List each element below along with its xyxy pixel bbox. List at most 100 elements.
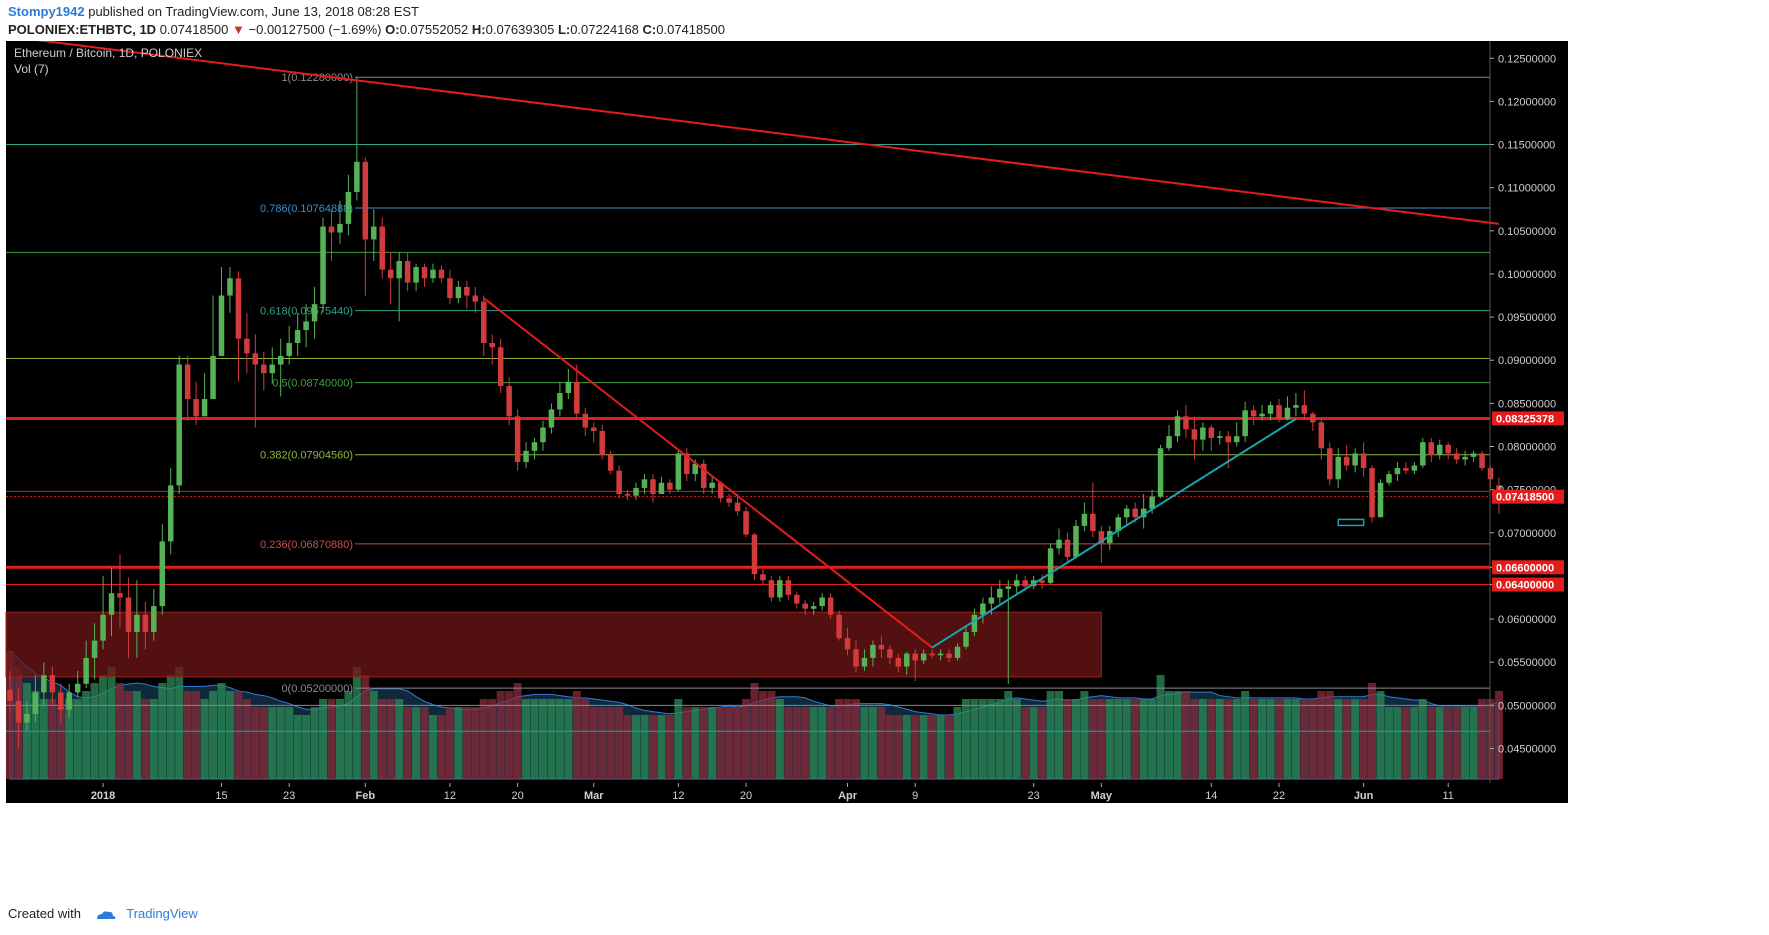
- candle-body: [904, 653, 910, 667]
- volume-bar: [1029, 707, 1038, 779]
- candle-body: [557, 393, 563, 410]
- close-value: 0.07418500: [656, 22, 725, 37]
- candle-body: [108, 593, 115, 615]
- candle-body: [1056, 539, 1062, 549]
- volume-bar: [319, 699, 328, 779]
- candle-body: [954, 646, 961, 658]
- candle-body: [878, 644, 885, 650]
- candle-body: [91, 640, 98, 658]
- volume-bar: [99, 675, 108, 779]
- volume-bar: [742, 699, 751, 779]
- candle-body: [489, 342, 495, 348]
- candle-body: [252, 353, 259, 365]
- price-chart[interactable]: 1(0.12280000)0.786(0.10764888)0.618(0.09…: [0, 41, 1769, 903]
- volume-bar: [276, 707, 285, 779]
- volume-bar: [48, 699, 57, 779]
- candle-body: [1327, 448, 1333, 480]
- close-label: C:: [642, 22, 657, 37]
- candle-body: [1098, 531, 1105, 544]
- price-tick-label: 0.08000000: [1498, 442, 1556, 454]
- volume-bar: [225, 691, 234, 779]
- volume-bar: [564, 699, 573, 779]
- candle-body: [997, 588, 1003, 598]
- time-tick-label: 20: [740, 790, 752, 802]
- volume-bar: [775, 699, 784, 779]
- price-label-text: 0.07418500: [1496, 492, 1554, 504]
- volume-bar: [928, 715, 937, 779]
- created-with-text: Created with: [8, 906, 81, 921]
- candle-body: [1242, 410, 1248, 437]
- candle-body: [1301, 405, 1308, 414]
- candle-body: [785, 580, 792, 595]
- volume-bar: [403, 707, 412, 779]
- volume-bar: [581, 699, 590, 779]
- candle-body: [32, 692, 39, 714]
- candle-body: [472, 295, 479, 302]
- volume-bar: [1469, 707, 1478, 779]
- fib-level-label: 0.786(0.10764888): [260, 203, 353, 215]
- candle-body: [1428, 442, 1435, 456]
- candle-body: [1386, 474, 1392, 483]
- candle-body: [794, 594, 800, 604]
- volume-bar: [1165, 691, 1174, 779]
- candle-body: [633, 487, 639, 496]
- volume-bar: [352, 667, 361, 779]
- volume-bar: [1046, 691, 1055, 779]
- volume-bar: [175, 667, 184, 779]
- candle-body: [404, 261, 411, 283]
- volume-bar: [1063, 699, 1072, 779]
- candle-body: [286, 342, 292, 356]
- volume-bar: [1215, 699, 1224, 779]
- volume-bar: [606, 707, 615, 779]
- volume-bar: [725, 707, 734, 779]
- time-tick-label: 20: [511, 790, 523, 802]
- candle-body: [506, 386, 512, 417]
- bottom-marker-box: [1337, 518, 1365, 527]
- price-tick-label: 0.04500000: [1498, 743, 1556, 755]
- candle-body: [58, 692, 64, 710]
- volume-bar: [648, 715, 657, 779]
- volume-bar: [1207, 699, 1216, 779]
- volume-bar: [598, 707, 607, 779]
- candle-body: [963, 632, 969, 647]
- volume-bar: [682, 707, 691, 779]
- volume-bar: [691, 707, 700, 779]
- fib-level-label: 0(0.05200000): [281, 683, 353, 695]
- candle-body: [1149, 496, 1155, 509]
- volume-bar: [1418, 699, 1427, 779]
- candle-body: [362, 161, 369, 240]
- candle-body: [692, 463, 699, 475]
- volume-bar: [1427, 707, 1436, 779]
- volume-bar: [860, 707, 869, 779]
- volume-bar: [1342, 699, 1351, 779]
- volume-bar: [1334, 699, 1343, 779]
- volume-bar: [953, 707, 962, 779]
- open-label: O:: [385, 22, 400, 37]
- candle-body: [1208, 427, 1215, 438]
- volume-bar: [1452, 707, 1461, 779]
- price-label-text: 0.08325378: [1496, 413, 1554, 425]
- tradingview-brand-link[interactable]: TradingView: [126, 906, 198, 921]
- volume-bar: [852, 699, 860, 779]
- price-tick-label: 0.11000000: [1498, 183, 1555, 195]
- candle-body: [151, 606, 157, 633]
- price-tick-label: 0.12500000: [1498, 53, 1556, 65]
- volume-bar: [369, 691, 378, 779]
- candle-body: [497, 347, 504, 387]
- volume-bar: [945, 715, 954, 779]
- candle-body: [599, 430, 605, 456]
- candle-body: [1479, 453, 1485, 469]
- candle-body: [743, 511, 749, 535]
- trendline: [483, 297, 933, 649]
- candle-body: [1267, 405, 1274, 414]
- candle-body: [760, 574, 766, 581]
- volume-bar: [1317, 691, 1326, 779]
- candle-body: [1369, 468, 1375, 518]
- candle-body: [134, 614, 140, 633]
- candle-body: [328, 226, 335, 233]
- volume-bar: [302, 715, 311, 779]
- author-link[interactable]: Stompy1942: [8, 4, 85, 19]
- candle-body: [167, 485, 174, 542]
- price-tick-label: 0.11500000: [1498, 140, 1555, 152]
- volume-bar: [801, 707, 810, 779]
